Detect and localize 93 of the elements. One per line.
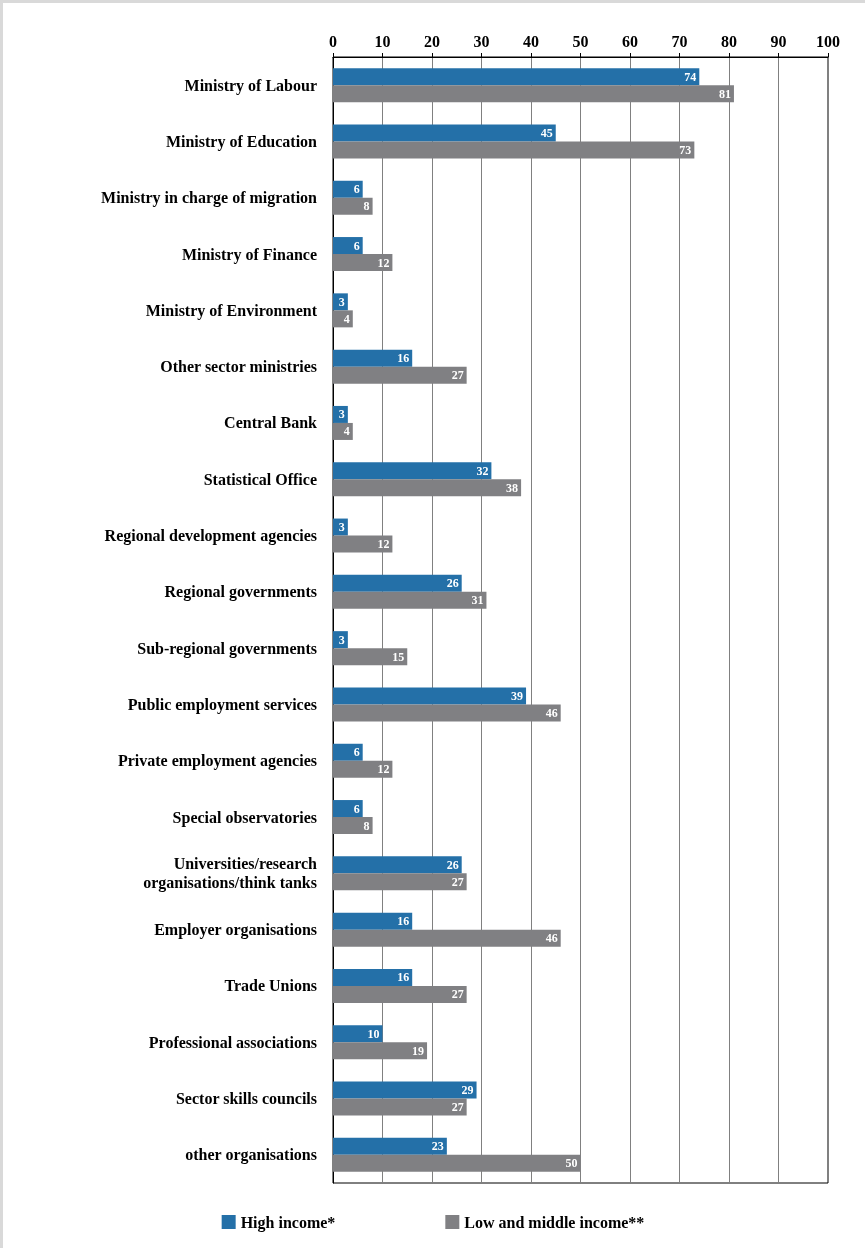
bar bbox=[333, 237, 363, 255]
data-label: 27 bbox=[451, 987, 464, 1002]
x-tick-label: 20 bbox=[424, 32, 440, 50]
y-tick-label: Regional governments bbox=[164, 583, 317, 602]
x-tick-label: 30 bbox=[473, 32, 490, 50]
data-label: 26 bbox=[446, 857, 459, 872]
data-label: 32 bbox=[476, 463, 489, 478]
data-label: 8 bbox=[363, 818, 370, 833]
bar bbox=[333, 180, 363, 198]
data-label: 8 bbox=[363, 199, 370, 214]
data-label: 27 bbox=[451, 1100, 464, 1115]
data-label: 39 bbox=[511, 688, 524, 703]
data-label: 27 bbox=[451, 368, 464, 383]
x-tick-label: 0 bbox=[329, 32, 337, 50]
x-tick-label: 100 bbox=[816, 32, 840, 50]
bar bbox=[333, 1081, 477, 1099]
bar bbox=[333, 1137, 447, 1155]
data-label: 16 bbox=[397, 914, 410, 929]
data-label: 4 bbox=[343, 424, 350, 439]
x-tick-label: 40 bbox=[523, 32, 539, 50]
bar bbox=[333, 124, 556, 142]
data-label: 12 bbox=[377, 762, 390, 777]
y-tick-label: Ministry of Finance bbox=[181, 245, 317, 264]
x-tick-label: 10 bbox=[374, 32, 391, 50]
y-tick-label: Public employment services bbox=[127, 695, 317, 714]
y-tick-label: Sector skills councils bbox=[175, 1090, 317, 1108]
x-tick-label: 50 bbox=[572, 32, 589, 50]
y-tick-label: Ministry of Labour bbox=[184, 76, 317, 95]
y-tick-label: Regional development agencies bbox=[104, 527, 317, 546]
bar bbox=[333, 574, 462, 592]
data-label: 19 bbox=[412, 1043, 425, 1058]
data-label: 27 bbox=[451, 874, 464, 889]
bar bbox=[333, 856, 462, 874]
data-label: 6 bbox=[353, 182, 360, 197]
data-label: 29 bbox=[461, 1083, 474, 1098]
bar bbox=[333, 687, 527, 705]
legend-label: High income* bbox=[240, 1213, 336, 1232]
data-label: 16 bbox=[397, 970, 410, 985]
y-tick-label: Employer organisations bbox=[154, 921, 317, 940]
data-label: 6 bbox=[353, 238, 360, 253]
data-label: 81 bbox=[718, 86, 731, 101]
bar bbox=[333, 310, 353, 328]
legend-label: Low and middle income** bbox=[464, 1213, 645, 1231]
data-label: 45 bbox=[540, 125, 553, 140]
data-label: 3 bbox=[338, 407, 345, 422]
y-tick-label: Other sector ministries bbox=[160, 358, 317, 376]
data-label: 3 bbox=[338, 294, 345, 309]
bar bbox=[333, 197, 373, 215]
y-tick-label: Ministry of Education bbox=[165, 132, 318, 151]
y-tick-label: Statistical Office bbox=[203, 470, 317, 488]
data-label: 10 bbox=[367, 1026, 380, 1041]
bar bbox=[333, 349, 413, 367]
y-tick-label: Universities/research organisations/think tanks bbox=[143, 855, 318, 893]
y-tick-label: Ministry of Environment bbox=[145, 301, 318, 320]
data-label: 26 bbox=[446, 576, 459, 591]
data-label: 74 bbox=[684, 69, 697, 84]
x-tick-label: 60 bbox=[622, 32, 638, 50]
data-label: 31 bbox=[471, 593, 484, 608]
y-tick-label: Special observatories bbox=[172, 808, 317, 827]
y-tick-label: Central Bank bbox=[224, 414, 318, 432]
data-label: 46 bbox=[545, 705, 558, 720]
y-tick-label: other organisations bbox=[185, 1146, 317, 1165]
data-label: 6 bbox=[353, 801, 360, 816]
bar bbox=[333, 422, 353, 440]
data-label: 15 bbox=[392, 649, 405, 664]
y-tick-label: Trade Unions bbox=[224, 977, 317, 995]
bar bbox=[333, 1025, 383, 1043]
data-label: 16 bbox=[397, 351, 410, 366]
x-tick-label: 80 bbox=[721, 32, 737, 50]
bar bbox=[333, 68, 700, 86]
bar bbox=[333, 817, 373, 835]
x-tick-label: 90 bbox=[770, 32, 787, 50]
data-label: 6 bbox=[353, 745, 360, 760]
data-label: 4 bbox=[343, 311, 350, 326]
data-label: 3 bbox=[338, 632, 345, 647]
data-label: 38 bbox=[506, 480, 519, 495]
data-label: 73 bbox=[679, 142, 692, 157]
y-tick-label: Private employment agencies bbox=[117, 752, 317, 771]
data-label: 50 bbox=[565, 1156, 578, 1171]
data-label: 23 bbox=[431, 1139, 444, 1154]
x-tick-label: 70 bbox=[671, 32, 688, 50]
data-label: 3 bbox=[338, 520, 345, 535]
y-tick-label: Professional associations bbox=[148, 1033, 317, 1051]
bar bbox=[333, 912, 413, 930]
bar bbox=[333, 968, 413, 986]
data-label: 12 bbox=[377, 255, 390, 270]
bar bbox=[333, 462, 492, 480]
data-label: 46 bbox=[545, 931, 558, 946]
bar bbox=[333, 743, 363, 761]
y-tick-label: Sub-regional governments bbox=[137, 639, 317, 658]
bar bbox=[333, 800, 363, 818]
y-tick-label: Ministry in charge of migration bbox=[101, 189, 318, 208]
data-label: 12 bbox=[377, 537, 390, 552]
